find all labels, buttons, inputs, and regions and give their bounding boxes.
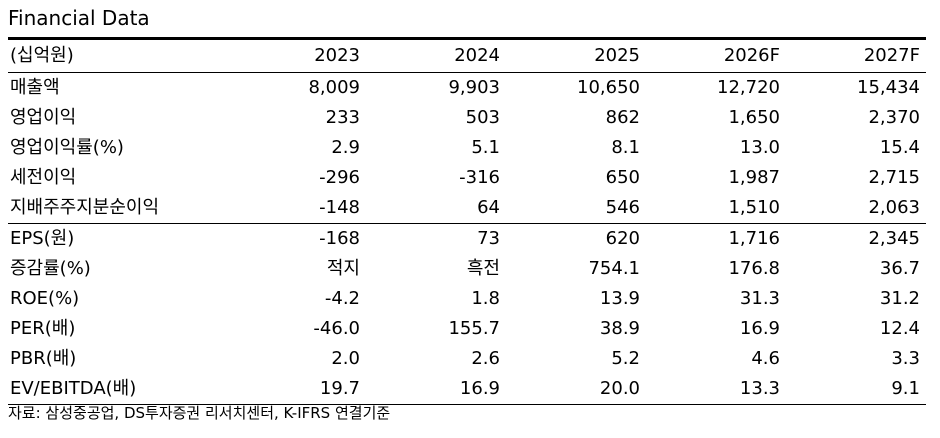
row-label: ROE(%): [10, 288, 80, 309]
table-row: ROE(%) -4.2 1.8 13.9 31.3 31.2: [8, 284, 926, 314]
table-cell: 1,987: [728, 167, 780, 188]
table-cell: -316: [459, 167, 500, 188]
table-cell: 19.7: [319, 378, 360, 399]
table-cell: -168: [319, 228, 360, 249]
table-row: 영업이익 233 503 862 1,650 2,370: [8, 103, 926, 133]
table-cell: 503: [465, 107, 500, 128]
table-cell: 1,716: [728, 228, 780, 249]
table-cell: 2.0: [331, 348, 360, 369]
table-cell: 16.9: [739, 318, 780, 339]
table-cell: 1,650: [728, 107, 780, 128]
row-label: 매출액: [10, 77, 60, 98]
row-label: PER(배): [10, 318, 76, 339]
table-cell: 155.7: [448, 318, 500, 339]
table-cell: 4.6: [751, 348, 780, 369]
table-cell: 862: [605, 107, 640, 128]
column-header-year: 2025: [594, 45, 640, 66]
table-cell: 64: [477, 197, 500, 218]
row-label: EPS(원): [10, 228, 75, 249]
table-cell: 13.9: [599, 288, 640, 309]
table-cell: 5.2: [611, 348, 640, 369]
table-cell: 5.1: [471, 137, 500, 158]
table-cell: 12,720: [717, 77, 780, 98]
row-label: EV/EBITDA(배): [10, 378, 137, 399]
table-cell: 13.0: [739, 137, 780, 158]
table-row: 영업이익률(%) 2.9 5.1 8.1 13.0 15.4: [8, 133, 926, 163]
table-cell: 73: [477, 228, 500, 249]
table-row: 증감률(%) 적지 흑전 754.1 176.8 36.7: [8, 254, 926, 284]
table-cell: 16.9: [459, 378, 500, 399]
row-label: 영업이익률(%): [10, 137, 124, 158]
table-cell: 38.9: [599, 318, 640, 339]
table-cell: 546: [605, 197, 640, 218]
table-cell: 15,434: [857, 77, 920, 98]
row-label: 지배주주지분순이익: [10, 197, 160, 218]
table-cell: 9,903: [448, 77, 500, 98]
table-cell: -4.2: [324, 288, 360, 309]
table-cell: -296: [319, 167, 360, 188]
table-cell: 20.0: [599, 378, 640, 399]
table-cell: 8.1: [611, 137, 640, 158]
table-body: 매출액 8,009 9,903 10,650 12,720 15,434 영업이익 233 50…: [8, 73, 926, 405]
column-header-year: 2027F: [863, 45, 920, 66]
table-row: PBR(배) 2.0 2.6 5.2 4.6 3.3: [8, 344, 926, 374]
table-cell: 8,009: [308, 77, 360, 98]
table-row: EV/EBITDA(배) 19.7 16.9 20.0 13.3 9.1: [8, 374, 926, 405]
table-cell: 9.1: [891, 378, 920, 399]
row-label: 세전이익: [10, 167, 77, 188]
column-header-year: 2024: [454, 45, 500, 66]
column-header-year: 2026F: [723, 45, 780, 66]
page-title: Financial Data: [8, 6, 150, 30]
table-header-row: (십억원) 2023 2024 2025 2026F 2027F: [8, 38, 926, 73]
table-cell: 10,650: [577, 77, 640, 98]
table-row: 세전이익 -296 -316 650 1,987 2,715: [8, 163, 926, 193]
table-row: 매출액 8,009 9,903 10,650 12,720 15,434: [8, 73, 926, 104]
table-cell: 176.8: [728, 258, 780, 279]
table-cell: 1.8: [471, 288, 500, 309]
table-cell: 650: [605, 167, 640, 188]
table-cell: 620: [605, 228, 640, 249]
table-cell: -148: [319, 197, 360, 218]
table-cell: -46.0: [313, 318, 360, 339]
table-cell: 233: [325, 107, 360, 128]
table-cell: 흑전: [466, 258, 500, 279]
row-label: 증감률(%): [10, 258, 91, 279]
table-cell: 2,715: [868, 167, 920, 188]
table-row: 지배주주지분순이익 -148 64 546 1,510 2,063: [8, 193, 926, 224]
table-cell: 1,510: [728, 197, 780, 218]
financial-data-table: (십억원) 2023 2024 2025 2026F 2027F 매출액 8,00…: [8, 37, 926, 405]
table-cell: 36.7: [879, 258, 920, 279]
column-header-unit: (십억원): [10, 45, 74, 66]
table-cell: 2.6: [471, 348, 500, 369]
table-cell: 적지: [326, 258, 360, 279]
column-header-year: 2023: [314, 45, 360, 66]
table-cell: 15.4: [879, 137, 920, 158]
table-cell: 2.9: [331, 137, 360, 158]
table-cell: 12.4: [879, 318, 920, 339]
row-label: 영업이익: [10, 107, 77, 128]
table-row: EPS(원) -168 73 620 1,716 2,345: [8, 224, 926, 255]
table-cell: 2,370: [868, 107, 920, 128]
source-note: 자료: 삼성중공업, DS투자증권 리서치센터, K-IFRS 연결기준: [8, 404, 391, 422]
table-cell: 31.3: [739, 288, 780, 309]
row-label: PBR(배): [10, 348, 77, 369]
table-cell: 2,063: [868, 197, 920, 218]
table-row: PER(배) -46.0 155.7 38.9 16.9 12.4: [8, 314, 926, 344]
table-cell: 2,345: [868, 228, 920, 249]
table-cell: 31.2: [879, 288, 920, 309]
table-cell: 3.3: [891, 348, 920, 369]
table-cell: 754.1: [588, 258, 640, 279]
table-cell: 13.3: [739, 378, 780, 399]
